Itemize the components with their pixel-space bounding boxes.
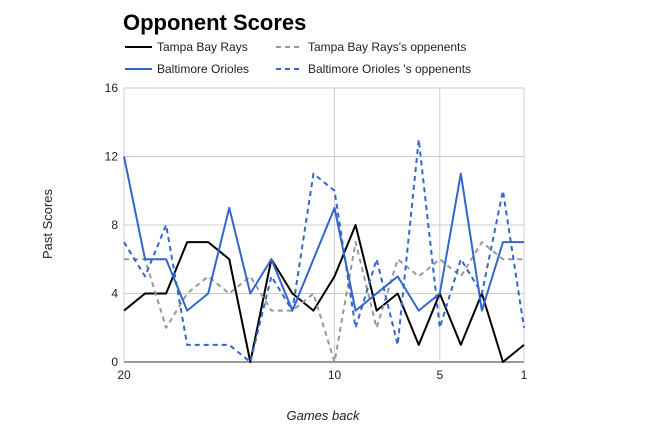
legend-label-series-0: Tampa Bay Rays	[157, 40, 248, 54]
y-tick-label: 12	[105, 150, 119, 164]
legend-label-series-2: Baltimore Orioles	[157, 62, 249, 76]
x-axis-title: Games back	[287, 408, 361, 423]
legend-label-series-3: Baltimore Orioles 's oppenents	[308, 62, 471, 76]
y-axis-title: Past Scores	[40, 188, 55, 259]
series-line-2[interactable]	[123, 156, 524, 312]
y-tick-label: 0	[111, 355, 118, 369]
y-tick-label: 4	[111, 287, 118, 301]
x-tick-label: 10	[328, 368, 342, 382]
y-tick-label: 8	[111, 218, 118, 232]
chart-title: Opponent Scores	[123, 10, 306, 35]
legend-label-series-1: Tampa Bay Rays's oppenents	[308, 40, 466, 54]
x-tick-label: 20	[117, 368, 131, 382]
series-line-0[interactable]	[123, 224, 525, 363]
y-axis-ticks: 0 4 8 12 16	[105, 81, 119, 369]
plot-area	[123, 138, 525, 363]
gridlines	[123, 87, 525, 363]
y-tick-label: 16	[105, 81, 119, 95]
legend-item-series-2[interactable]: Baltimore Orioles	[125, 62, 249, 76]
x-tick-label: 1	[521, 368, 528, 382]
legend: Tampa Bay Rays Tampa Bay Rays's oppenent…	[125, 40, 471, 76]
x-axis-ticks: 20 10 5 1	[117, 368, 527, 382]
legend-item-series-0[interactable]: Tampa Bay Rays	[125, 40, 248, 54]
x-tick-label: 5	[436, 368, 443, 382]
legend-item-series-3[interactable]: Baltimore Orioles 's oppenents	[276, 62, 471, 76]
series-line-3[interactable]	[123, 138, 525, 363]
legend-item-series-1[interactable]: Tampa Bay Rays's oppenents	[276, 40, 466, 54]
